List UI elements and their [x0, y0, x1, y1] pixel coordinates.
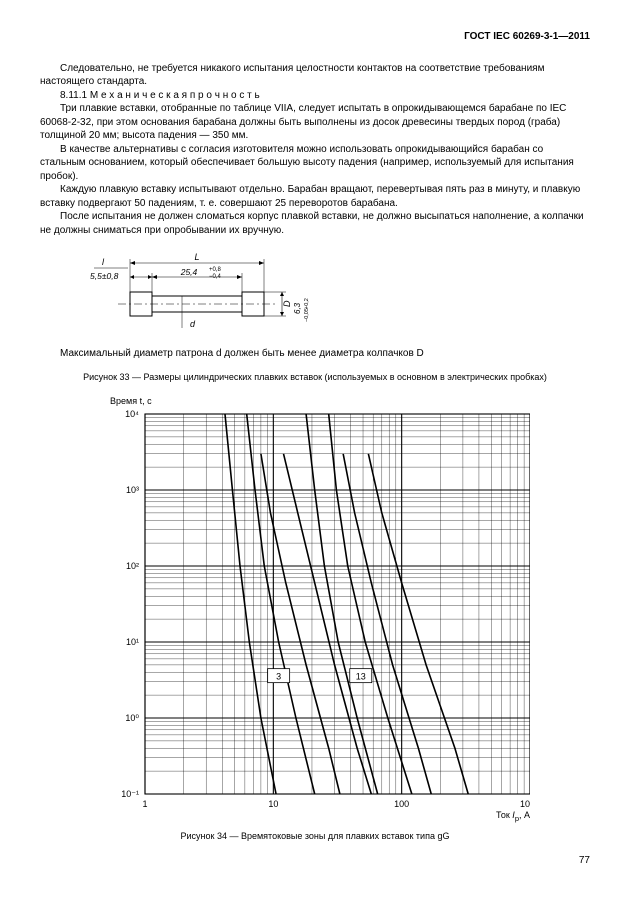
svg-text:10⁴: 10⁴ [125, 409, 139, 419]
svg-text:10³: 10³ [126, 485, 139, 495]
svg-text:−0,4: −0,4 [209, 274, 222, 280]
svg-text:3: 3 [276, 671, 281, 681]
para-3: В качестве альтернативы с согласия изгот… [40, 143, 590, 184]
x-axis-label: Ток Ip, А [100, 809, 530, 824]
svg-text:10⁻¹: 10⁻¹ [121, 789, 139, 799]
section-number: 8.11.1 [60, 90, 87, 101]
section-title: М е х а н и ч е с к а я п р о ч н о с т … [90, 90, 260, 101]
fuse-diagram: L 25,4 +0,8−0,4 l 5,5±0,8 d D6,3+0,2−0,05 [40, 249, 590, 339]
svg-text:1: 1 [142, 799, 147, 809]
diameter-note: Максимальный диаметр патрона d должен бы… [40, 347, 590, 361]
section-heading: 8.11.1 М е х а н и ч е с к а я п р о ч н… [40, 89, 590, 103]
svg-text:100: 100 [394, 799, 409, 809]
svg-text:10⁰: 10⁰ [125, 713, 139, 723]
time-current-chart: Время t, с 3 13 10⁻¹ 10⁰ 10¹ 10² 10³ 10⁴ 1 10 100 1… [100, 395, 530, 824]
svg-text:1000: 1000 [520, 799, 530, 809]
para-5: После испытания не должен сломаться корп… [40, 210, 590, 237]
figure-33-caption: Рисунок 33 — Размеры цилиндрических плав… [40, 371, 590, 383]
svg-text:5,5±0,8: 5,5±0,8 [90, 271, 119, 281]
svg-text:−0,05: −0,05 [304, 308, 310, 322]
svg-text:25,4: 25,4 [180, 267, 198, 277]
svg-text:10²: 10² [126, 561, 139, 571]
para-4: Каждую плавкую вставку испытывают отдель… [40, 183, 590, 210]
y-axis-label: Время t, с [110, 395, 530, 407]
svg-text:L: L [194, 252, 199, 262]
fuse-svg: L 25,4 +0,8−0,4 l 5,5±0,8 d D6,3+0,2−0,05 [40, 249, 340, 339]
figure-34-caption: Рисунок 34 — Времятоковые зоны для плавк… [40, 830, 590, 842]
svg-text:D: D [282, 300, 292, 307]
svg-text:10¹: 10¹ [126, 637, 139, 647]
standard-header: ГОСТ IEC 60269-3-1—2011 [40, 30, 590, 44]
para-1: Следовательно, не требуется никакого исп… [40, 62, 590, 89]
svg-text:10: 10 [268, 799, 278, 809]
svg-text:+0,2: +0,2 [304, 298, 310, 309]
chart-svg: 3 13 10⁻¹ 10⁰ 10¹ 10² 10³ 10⁴ 1 10 100 1000 [100, 409, 530, 809]
page-number: 77 [40, 854, 590, 868]
page: ГОСТ IEC 60269-3-1—2011 Следовательно, н… [0, 0, 630, 887]
svg-text:l: l [102, 257, 105, 267]
svg-text:+0,8: +0,8 [209, 267, 222, 273]
svg-text:d: d [190, 319, 196, 329]
para-2: Три плавкие вставки, отобранные по табли… [40, 102, 590, 143]
svg-text:13: 13 [356, 671, 366, 681]
svg-text:6,3: 6,3 [293, 302, 302, 314]
